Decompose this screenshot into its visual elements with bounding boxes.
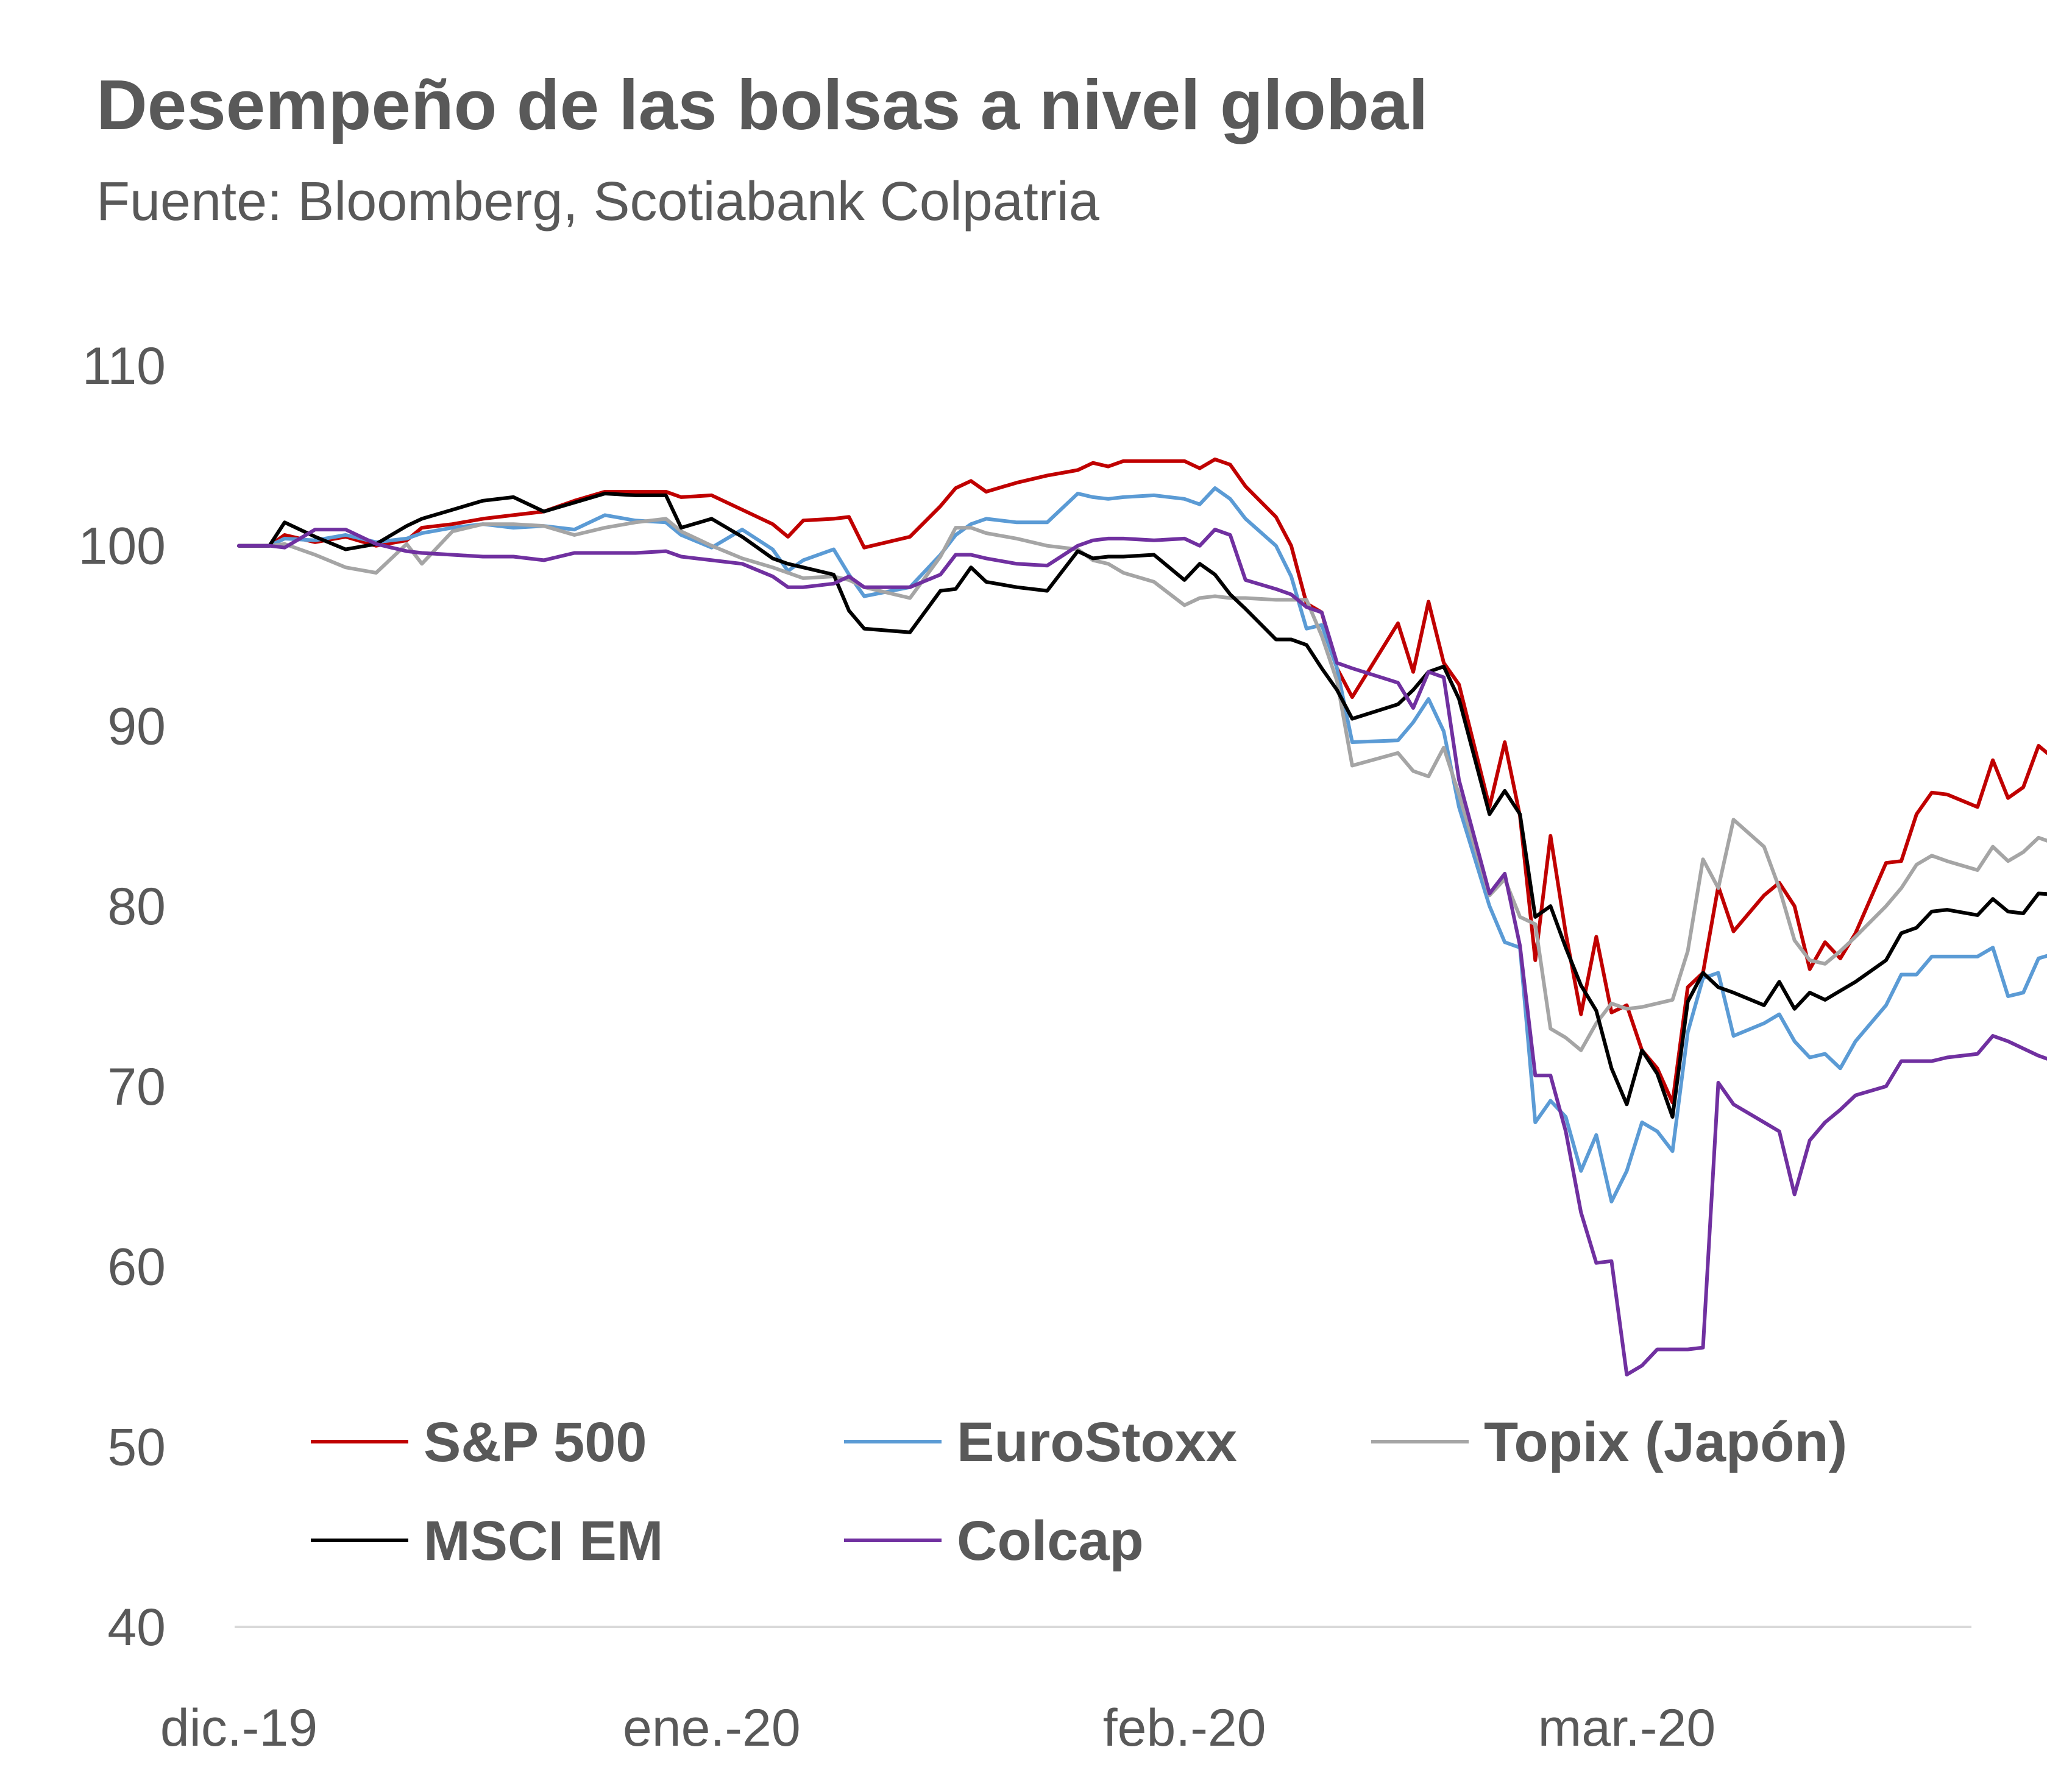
legend-item: EuroStoxx bbox=[844, 1411, 1237, 1473]
series-line-3 bbox=[237, 492, 2047, 1119]
x-tick-label: mar.-20 bbox=[1538, 1699, 1716, 1757]
x-tick-label: dic.-19 bbox=[160, 1699, 318, 1757]
legend: S&P 500 EuroStoxx Topix (Japón) MSCI EM Colc… bbox=[311, 1411, 1847, 1572]
legend-item: Topix (Japón) bbox=[1371, 1411, 1847, 1473]
legend-label: EuroStoxx bbox=[957, 1411, 1237, 1473]
legend-item: MSCI EM bbox=[311, 1510, 664, 1572]
series-line-2 bbox=[237, 517, 2047, 1052]
legend-label: MSCI EM bbox=[424, 1510, 664, 1572]
series-lines bbox=[237, 457, 2047, 1376]
y-tick-label: 50 bbox=[107, 1418, 166, 1476]
x-axis-ticks: dic.-19 ene.-20 feb.-20 mar.-20 bbox=[160, 1699, 1715, 1757]
legend-label: Colcap bbox=[957, 1510, 1144, 1572]
series-line-1 bbox=[237, 486, 2047, 1204]
x-tick-label: ene.-20 bbox=[623, 1699, 801, 1757]
y-tick-label: 40 bbox=[107, 1598, 166, 1657]
y-tick-label: 60 bbox=[107, 1238, 166, 1297]
y-tick-label: 90 bbox=[107, 697, 166, 756]
legend-label: S&P 500 bbox=[424, 1411, 647, 1473]
legend-label: Topix (Japón) bbox=[1484, 1411, 1847, 1473]
legend-item: Colcap bbox=[844, 1510, 1144, 1572]
legend-item: S&P 500 bbox=[311, 1411, 647, 1473]
y-tick-label: 80 bbox=[107, 877, 166, 936]
x-tick-label: feb.-20 bbox=[1103, 1699, 1266, 1757]
y-axis-ticks: 40 50 60 70 80 90 100 110 bbox=[79, 337, 166, 1657]
chart-subtitle: Fuente: Bloomberg, Scotiabank Colpatria bbox=[96, 171, 1099, 232]
y-tick-label: 100 bbox=[79, 517, 166, 576]
series-line-4 bbox=[237, 528, 2047, 1376]
y-tick-label: 70 bbox=[107, 1058, 166, 1116]
y-tick-label: 110 bbox=[82, 337, 166, 395]
chart-title: Desempeño de las bolsas a nivel global bbox=[96, 65, 1428, 144]
